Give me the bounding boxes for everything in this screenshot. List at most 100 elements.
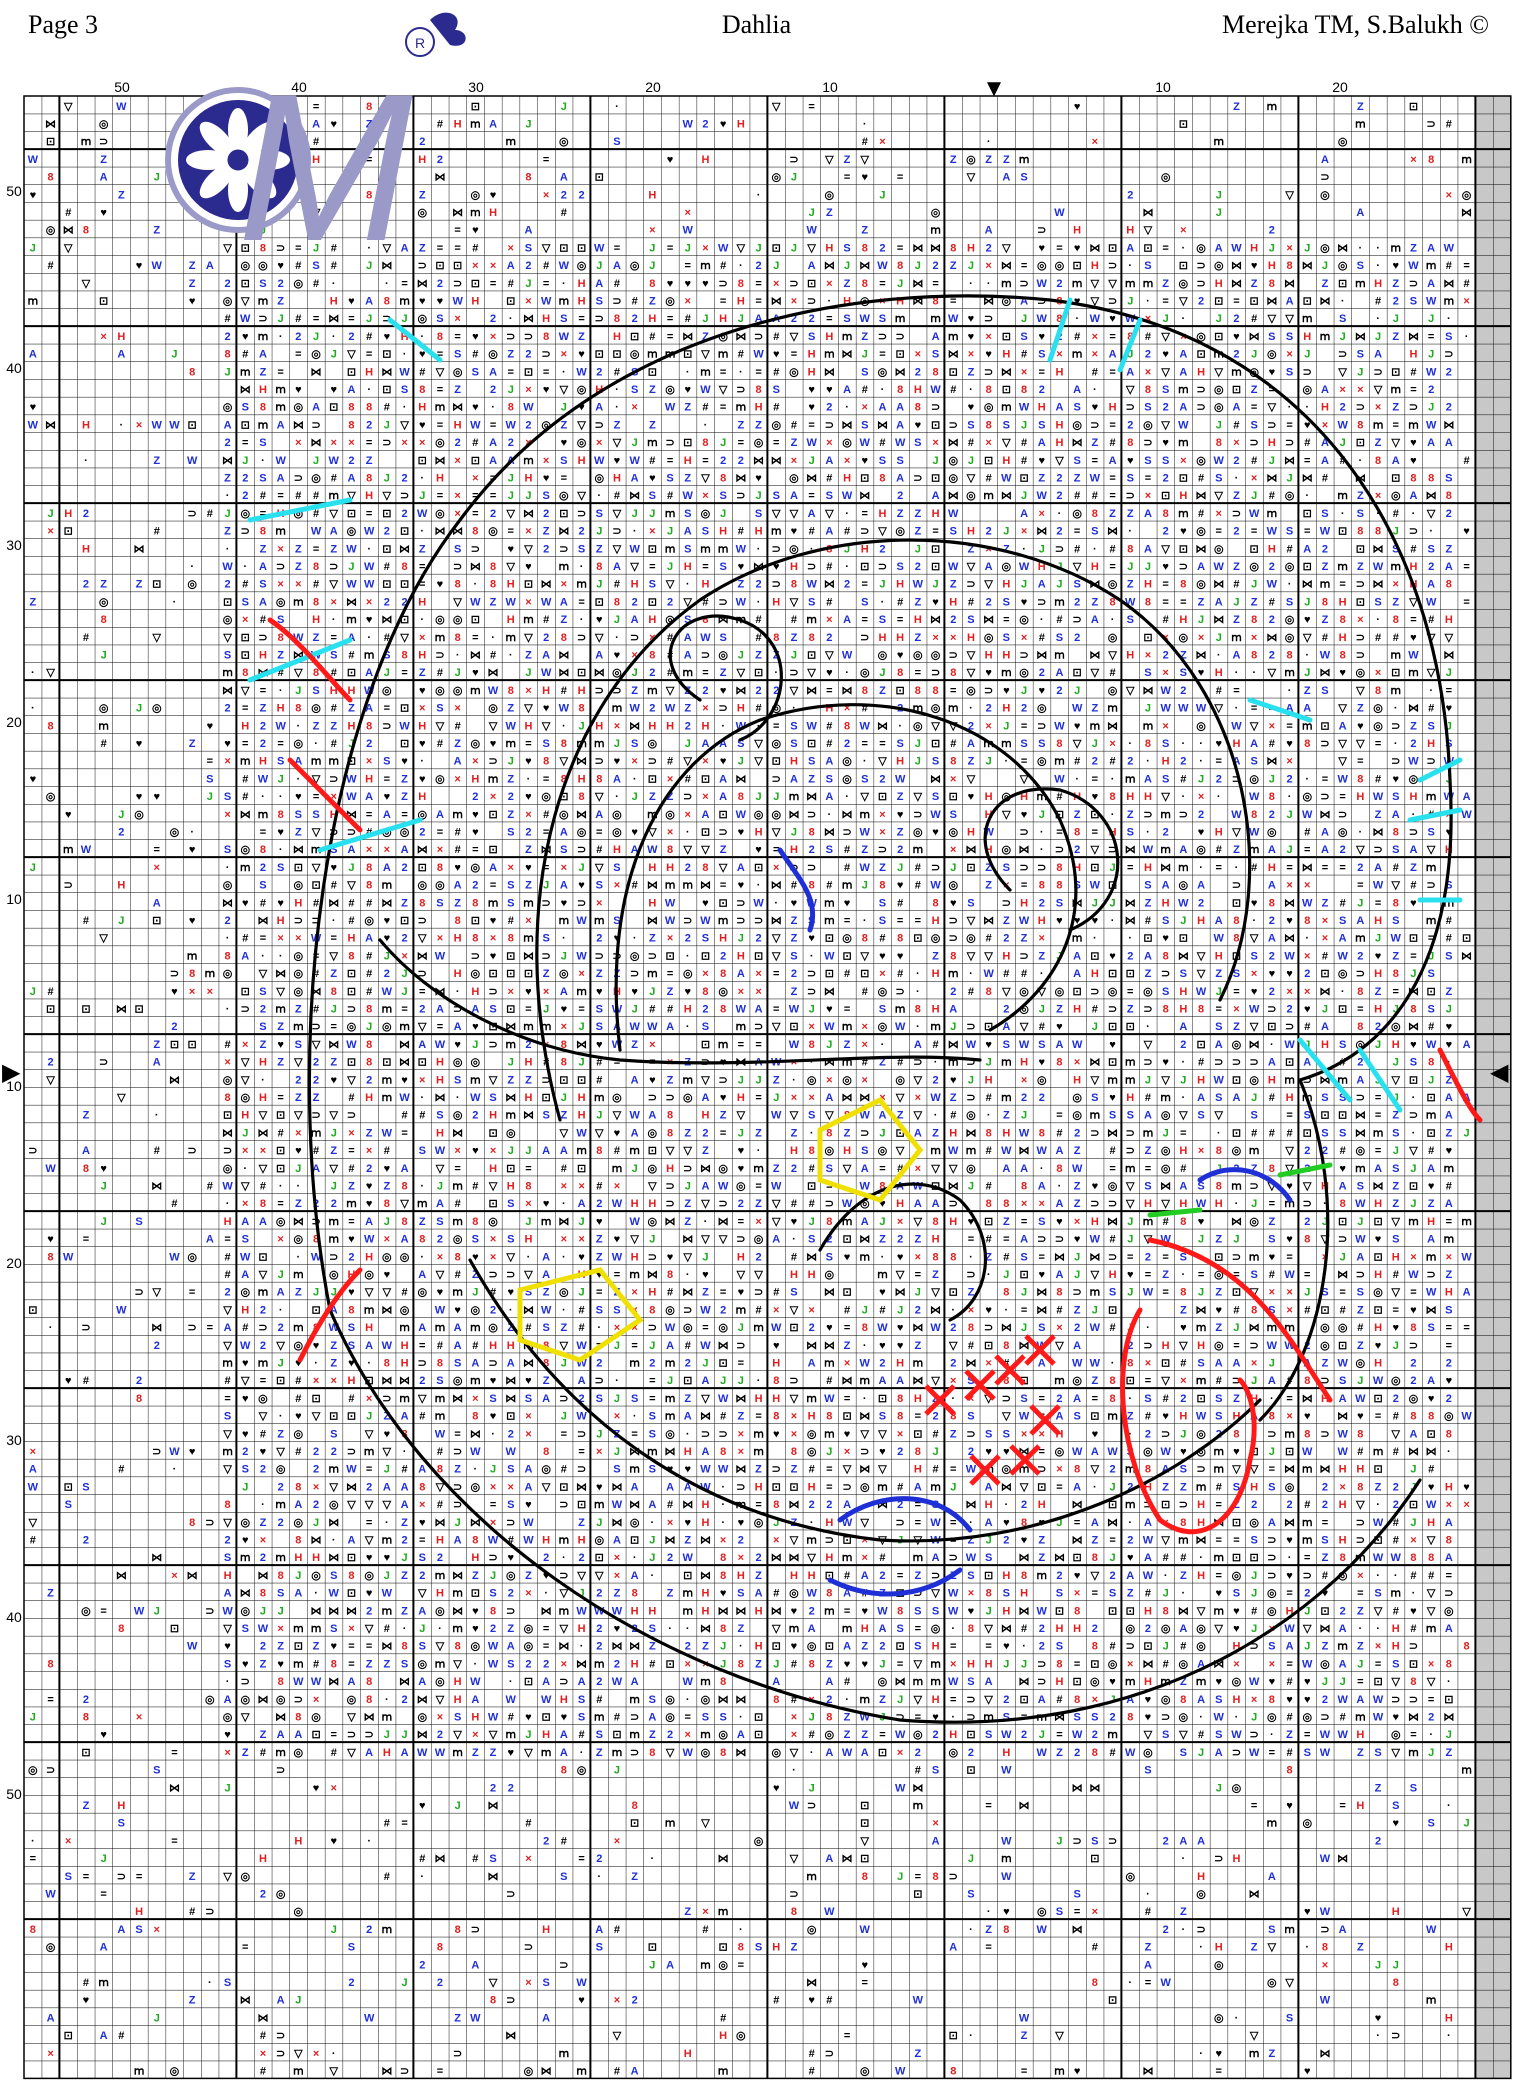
svg-text:H: H xyxy=(1392,1251,1400,1263)
svg-text:=: = xyxy=(454,331,460,343)
svg-text:8: 8 xyxy=(1092,508,1098,520)
svg-text:⊃: ⊃ xyxy=(842,827,851,839)
svg-text:A: A xyxy=(631,1127,639,1139)
svg-text:W: W xyxy=(1231,242,1242,254)
svg-text:J: J xyxy=(1074,1269,1080,1281)
svg-text:ⅿ: ⅿ xyxy=(1337,561,1348,573)
svg-text:#: # xyxy=(614,366,620,378)
svg-text:Z: Z xyxy=(985,880,992,892)
svg-text:⊃: ⊃ xyxy=(1037,1234,1046,1246)
svg-text:H: H xyxy=(932,915,940,927)
svg-text:▽: ▽ xyxy=(222,1428,232,1440)
svg-text:2: 2 xyxy=(685,862,691,874)
svg-text:Z: Z xyxy=(525,650,532,662)
svg-text:⋈: ⋈ xyxy=(1196,490,1207,502)
svg-text:▽: ▽ xyxy=(1160,419,1170,431)
svg-text:#: # xyxy=(1145,1092,1151,1104)
svg-text:▽: ▽ xyxy=(966,172,976,184)
svg-text:2: 2 xyxy=(897,1234,903,1246)
svg-text:♥: ♥ xyxy=(419,419,426,431)
svg-text:◎: ◎ xyxy=(1302,791,1312,803)
svg-text:×: × xyxy=(631,756,637,768)
svg-text:A: A xyxy=(507,260,515,272)
svg-text:A: A xyxy=(224,419,232,431)
svg-text:A: A xyxy=(1091,614,1099,626)
svg-text:S: S xyxy=(525,1393,532,1405)
svg-text:×: × xyxy=(985,437,991,449)
svg-text:⋈: ⋈ xyxy=(1461,950,1472,962)
svg-text:♥: ♥ xyxy=(897,1340,904,1352)
svg-text:×: × xyxy=(419,632,425,644)
svg-text:J: J xyxy=(1163,1127,1169,1139)
svg-text:A: A xyxy=(241,1269,249,1281)
svg-text:♥: ♥ xyxy=(773,1340,780,1352)
svg-text:#: # xyxy=(1410,880,1416,892)
svg-text:W: W xyxy=(1267,1340,1278,1352)
svg-text:⊡: ⊡ xyxy=(772,756,781,768)
svg-text:⋈: ⋈ xyxy=(1302,579,1313,591)
svg-text:S: S xyxy=(1144,455,1151,467)
svg-text:S: S xyxy=(861,366,868,378)
svg-text:×: × xyxy=(773,1304,779,1316)
svg-text:#: # xyxy=(490,650,496,662)
svg-text:#: # xyxy=(1304,1021,1310,1033)
svg-text:=: = xyxy=(313,313,319,325)
svg-text:#: # xyxy=(1269,1127,1275,1139)
svg-text:×: × xyxy=(1092,136,1098,148)
svg-text:2: 2 xyxy=(1269,614,1275,626)
svg-text:Z: Z xyxy=(1322,278,1329,290)
svg-text:S: S xyxy=(1144,1393,1151,1405)
svg-text:⋈: ⋈ xyxy=(311,366,322,378)
svg-text:A: A xyxy=(259,596,267,608)
svg-text:8: 8 xyxy=(260,1198,266,1210)
svg-text:=: = xyxy=(578,596,584,608)
svg-text:8: 8 xyxy=(295,703,301,715)
svg-text:⋈: ⋈ xyxy=(452,207,463,219)
svg-text:A: A xyxy=(117,349,125,361)
svg-text:#: # xyxy=(773,1287,779,1299)
svg-text:#: # xyxy=(879,933,885,945)
svg-text:A: A xyxy=(790,490,798,502)
svg-text:Z: Z xyxy=(684,1393,691,1405)
svg-text:·: · xyxy=(757,596,761,608)
svg-text:H: H xyxy=(259,384,267,396)
svg-text:=: = xyxy=(614,242,620,254)
svg-text:♥: ♥ xyxy=(1392,773,1399,785)
svg-text:#: # xyxy=(1322,473,1328,485)
svg-text:⊡: ⊡ xyxy=(842,1411,851,1423)
svg-text:=: = xyxy=(490,278,496,290)
svg-text:ⅿ: ⅿ xyxy=(1089,1287,1100,1299)
svg-text:S: S xyxy=(348,1322,355,1334)
svg-text:J: J xyxy=(632,437,638,449)
svg-text:·: · xyxy=(739,366,743,378)
svg-text:⊃: ⊃ xyxy=(1126,1127,1135,1139)
svg-text:S: S xyxy=(1073,455,1080,467)
svg-text:⋈: ⋈ xyxy=(1443,278,1454,290)
svg-text:♥: ♥ xyxy=(808,933,815,945)
svg-text:=: = xyxy=(1339,862,1345,874)
svg-text:S: S xyxy=(1445,473,1452,485)
svg-text:▽: ▽ xyxy=(399,419,409,431)
svg-text:8: 8 xyxy=(437,1358,443,1370)
svg-text:S: S xyxy=(259,473,266,485)
svg-text:#: # xyxy=(1446,119,1452,131)
svg-text:▽: ▽ xyxy=(860,950,870,962)
svg-text:♥: ♥ xyxy=(968,402,975,414)
svg-text:▽: ▽ xyxy=(665,1145,675,1157)
svg-text:#: # xyxy=(207,1181,213,1193)
svg-text:A: A xyxy=(1374,349,1382,361)
svg-text:#: # xyxy=(561,207,567,219)
svg-text:◎: ◎ xyxy=(417,1287,427,1299)
svg-text:⊡: ⊡ xyxy=(648,1145,657,1157)
svg-text:⊡: ⊡ xyxy=(488,809,497,821)
svg-text:H: H xyxy=(1374,1358,1382,1370)
svg-text:2: 2 xyxy=(1039,667,1045,679)
svg-text:·: · xyxy=(633,1411,637,1423)
svg-text:♥: ♥ xyxy=(773,1428,780,1440)
svg-text:·: · xyxy=(881,384,885,396)
svg-text:⊃: ⊃ xyxy=(878,561,887,573)
svg-text:⊃: ⊃ xyxy=(1073,1287,1082,1299)
svg-text:⊡: ⊡ xyxy=(1108,242,1117,254)
svg-text:◎: ◎ xyxy=(99,119,109,131)
svg-text:◎: ◎ xyxy=(1179,278,1189,290)
